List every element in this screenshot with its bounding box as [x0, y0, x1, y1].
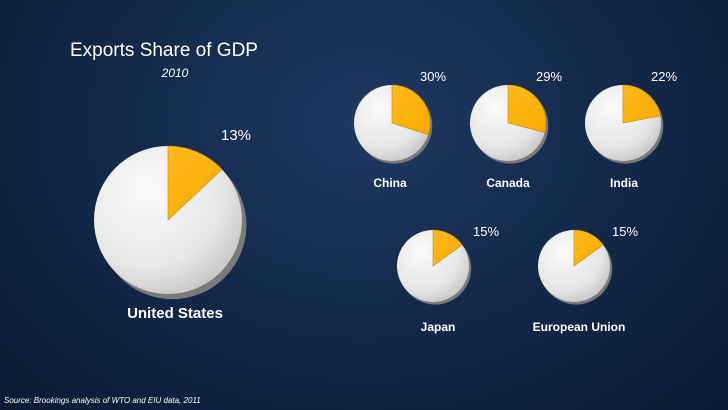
pie-name-india: India	[610, 176, 638, 190]
pie-slice-india	[622, 84, 661, 124]
pie-name-china: China	[373, 176, 407, 190]
pie-name-united-states: United States	[127, 305, 223, 322]
pie-name-european-union: European Union	[533, 320, 626, 334]
chart-subtitle-year: 2010	[161, 66, 189, 80]
pie-name-japan: Japan	[421, 320, 456, 334]
pie-slice-united-states	[167, 145, 223, 221]
data-label-united-states: 13%	[221, 127, 251, 144]
chart-title: Exports Share of GDP	[70, 40, 258, 61]
data-label-european-union: 15%	[612, 224, 638, 239]
pie-slice-canada	[507, 84, 547, 133]
data-label-india: 22%	[651, 69, 677, 84]
data-label-canada: 29%	[536, 69, 562, 84]
pie-slice-japan	[432, 229, 463, 267]
pie-slice-european-union	[573, 229, 604, 267]
data-label-japan: 15%	[473, 224, 499, 239]
pie-name-canada: Canada	[486, 176, 530, 190]
data-label-china: 30%	[420, 69, 446, 84]
pie-slice-china	[391, 84, 431, 136]
source-note: Source: Brookings analysis of WTO and EI…	[4, 396, 201, 405]
